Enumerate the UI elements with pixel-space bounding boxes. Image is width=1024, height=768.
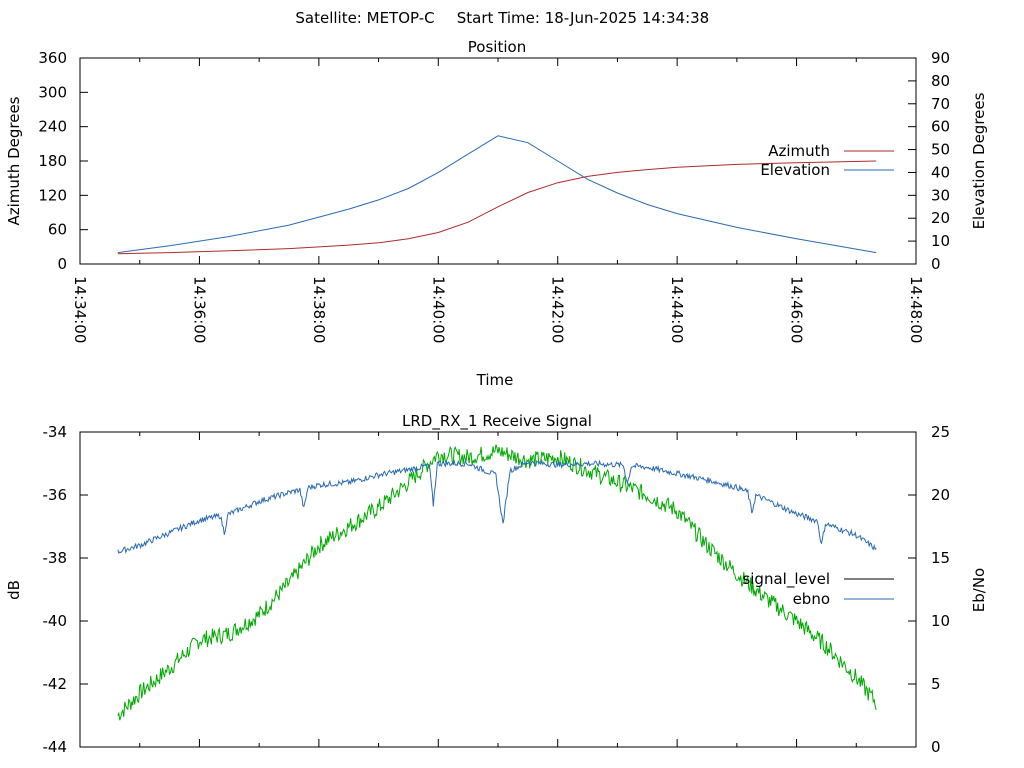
signal-chart-title: LRD_RX_1 Receive Signal [402,412,592,431]
position-y2-tick-label: 90 [931,49,950,67]
signal-y2-axis-label: Eb/No [970,568,988,612]
legend-elevation-label: Elevation [760,161,830,179]
legend-azimuth-label: Azimuth [768,142,830,160]
signal-y2-tick-label: 15 [931,549,950,567]
position-y-tick-label: 120 [38,186,67,204]
signal-y-tick-label: -38 [43,549,68,567]
position-y2-tick-label: 70 [931,95,950,113]
position-chart: 0 60 120 180 240 300 360 0 10 20 30 40 50 60 70 80 90 14:… [38,49,950,343]
signal-y-tick-label: -36 [43,486,68,504]
position-y-axis-label: Azimuth Degrees [5,96,23,225]
signal-y2-tick-label: 25 [931,423,950,441]
signal-y-axis-label: dB [5,580,23,600]
position-y2-tick-label: 60 [931,118,950,136]
signal-y2-tick-label: 20 [931,486,950,504]
legend-signal-level-label: signal_level [742,570,830,589]
elevation-line [117,135,877,254]
position-y2-tick-label: 20 [931,209,950,227]
signal-y-tick-label: -44 [43,738,68,756]
signal-chart: -34 -36 -38 -40 -42 -44 0 5 10 15 20 25 signal_level… [43,423,951,756]
position-x-tick-label: 14:42:00 [549,276,567,343]
signal-y-tick-label: -40 [43,612,68,630]
header-satellite: Satellite: METOP-C [295,9,434,27]
position-y-tick-label: 180 [38,152,67,170]
position-x-axis-label: Time [476,371,514,389]
position-y-tick-label: 240 [38,118,67,136]
position-x-tick-label: 14:40:00 [429,276,447,343]
position-y-tick-label: 60 [48,221,67,239]
ebno-line [117,458,877,554]
position-y2-tick-label: 30 [931,186,950,204]
position-y2-tick-label: 50 [931,141,950,159]
position-x-tick-label: 14:46:00 [788,276,806,343]
position-y2-tick-label: 10 [931,232,950,250]
position-x-tick-label: 14:34:00 [71,276,89,343]
position-y2-tick-label: 40 [931,163,950,181]
position-y2-axis-label: Elevation Degrees [970,92,988,229]
position-chart-title: Position [468,38,526,56]
position-y-tick-label: 360 [38,49,67,67]
position-x-tick-label: 14:44:00 [668,276,686,343]
signal-level-line [117,444,877,721]
position-y2-tick-label: 80 [931,72,950,90]
signal-y-tick-label: -42 [43,675,68,693]
position-y-tick-label: 0 [57,255,67,273]
signal-y2-tick-label: 0 [931,738,941,756]
position-x-tick-label: 14:48:00 [907,276,925,343]
position-y-tick-label: 300 [38,83,67,101]
signal-y-tick-label: -34 [43,423,68,441]
position-x-tick-label: 14:38:00 [310,276,328,343]
legend-ebno-label: ebno [793,590,830,608]
azimuth-line [117,160,877,255]
header-start-time: Start Time: 18-Jun-2025 14:34:38 [457,9,709,27]
signal-plot-frame [79,431,917,748]
position-x-tick-label: 14:36:00 [190,276,208,343]
signal-y2-tick-label: 5 [931,675,941,693]
signal-y2-tick-label: 10 [931,612,950,630]
position-y2-tick-label: 0 [931,255,941,273]
